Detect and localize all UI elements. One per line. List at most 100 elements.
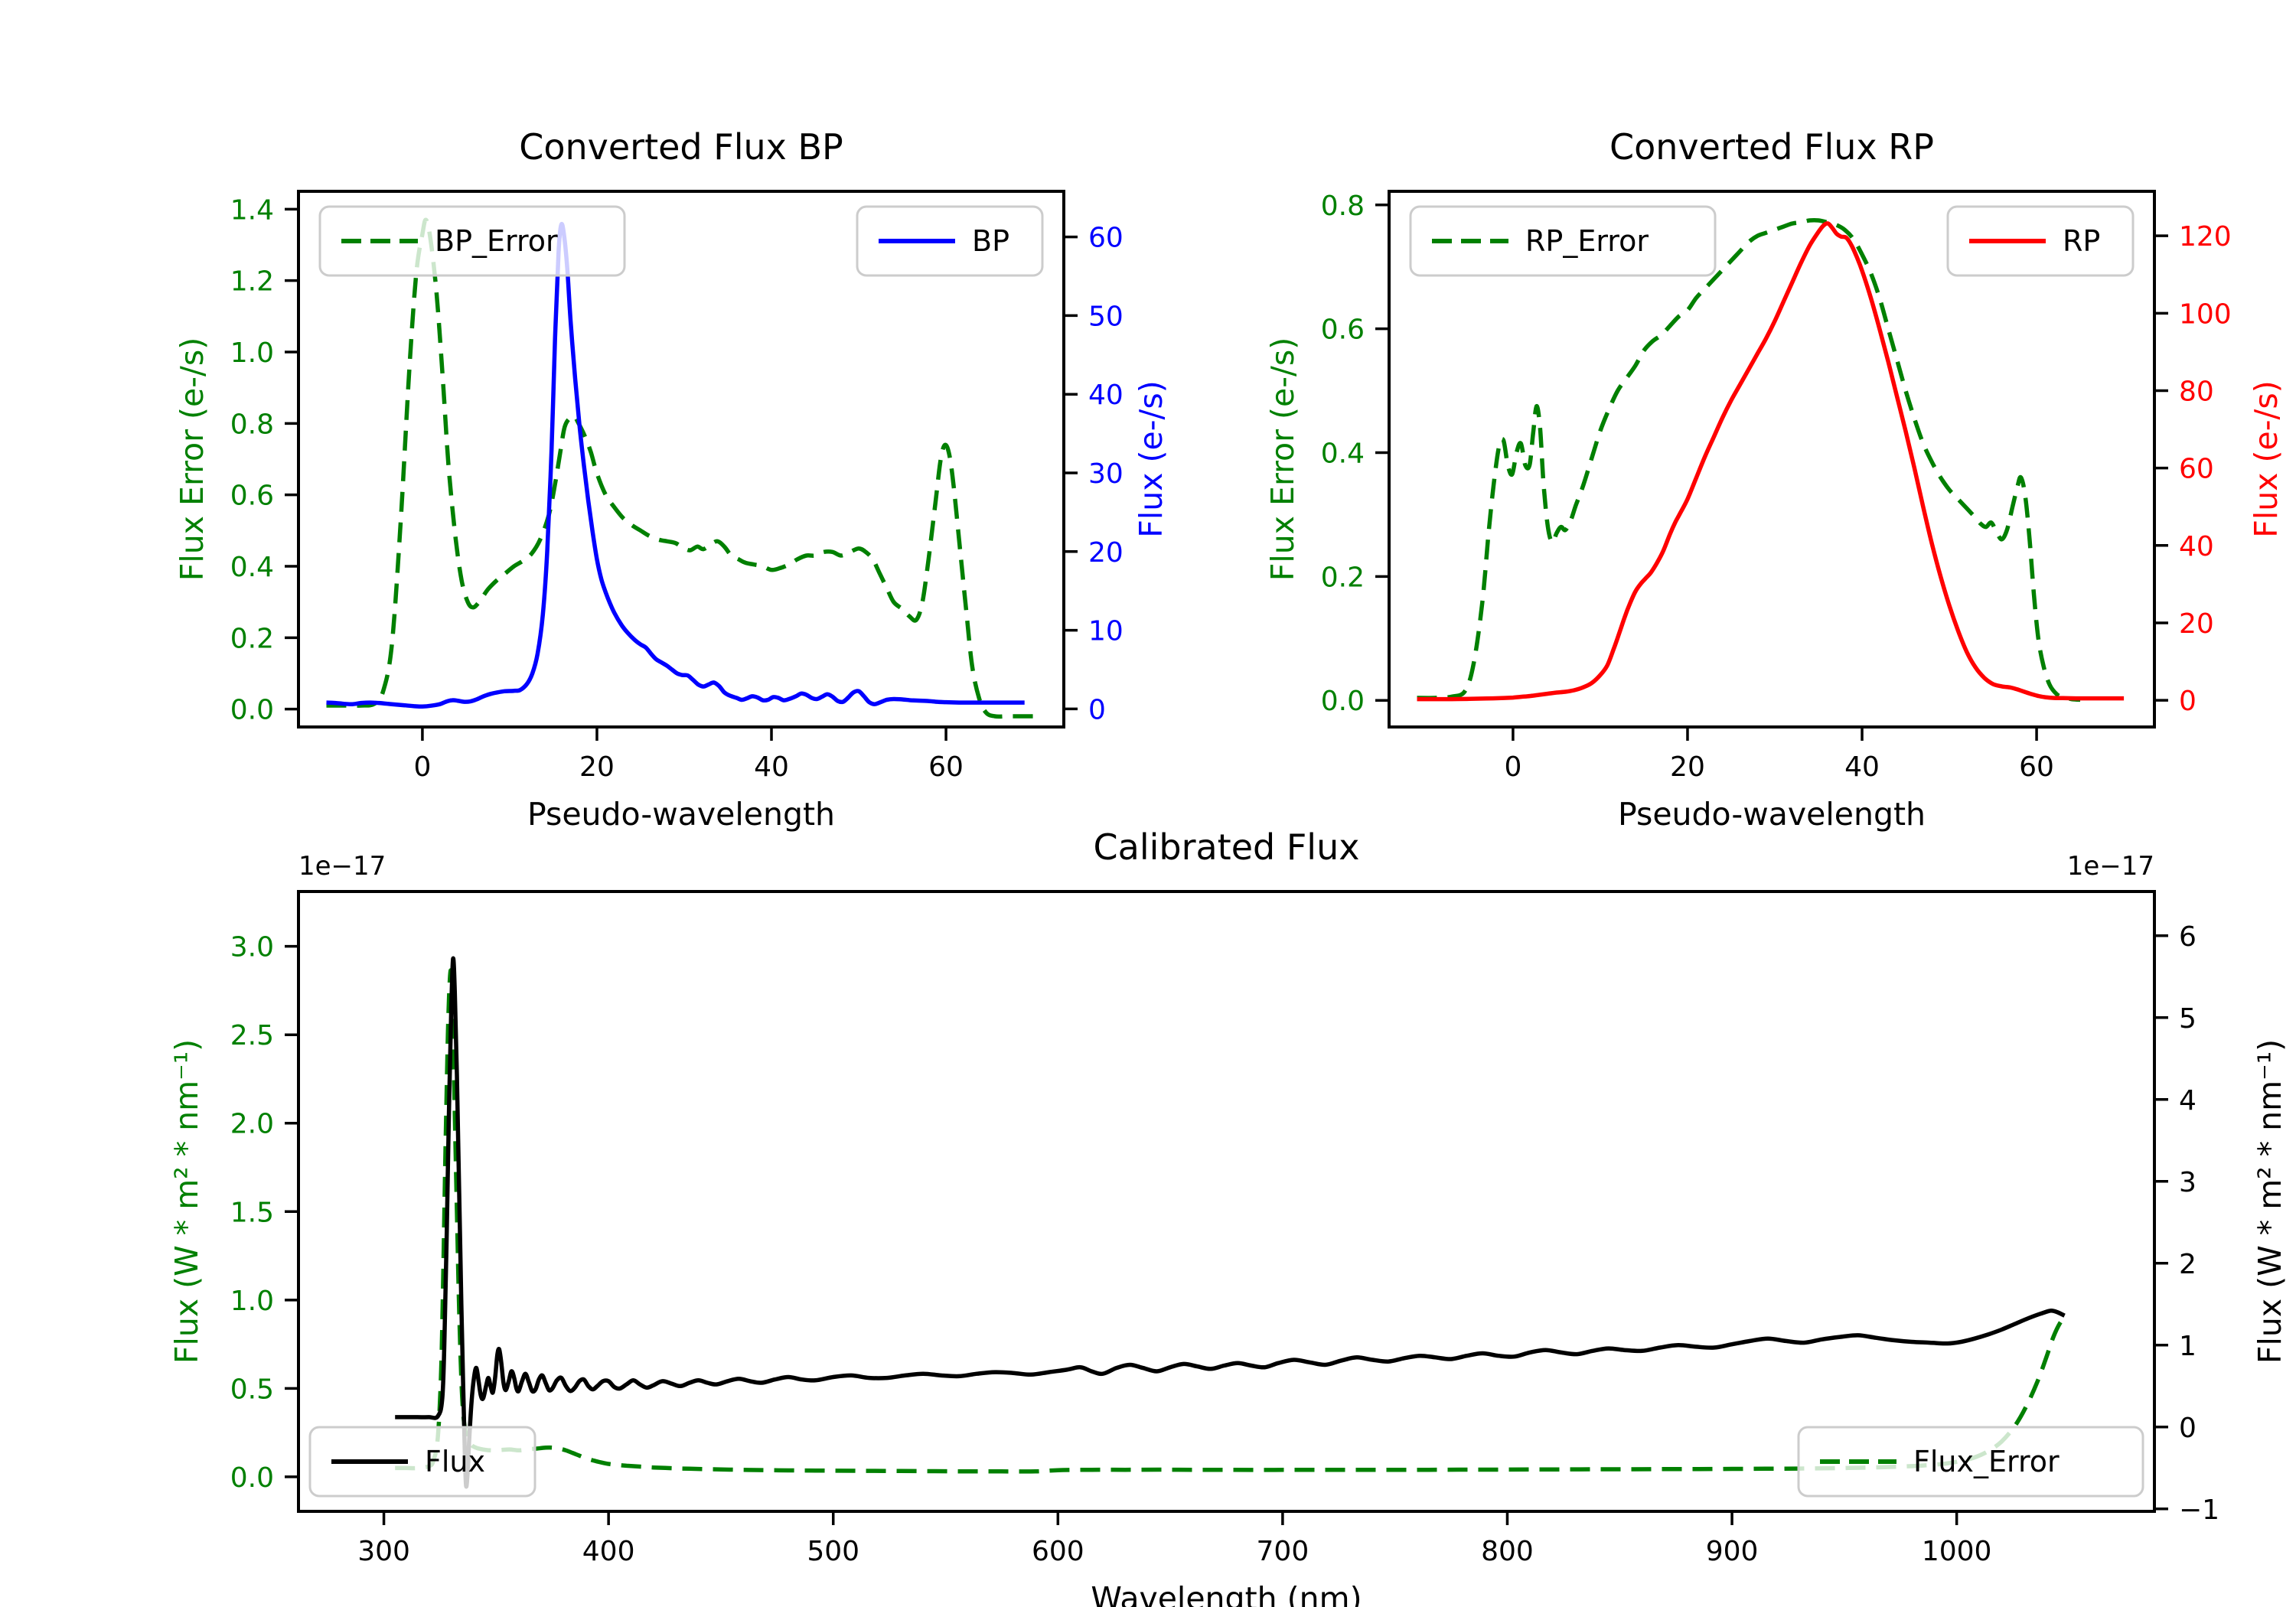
right-tick-label: 10: [1088, 616, 1124, 647]
left-tick-label: 0.2: [1321, 562, 1365, 593]
legend-label: Flux: [425, 1445, 485, 1478]
x-tick-label: 800: [1481, 1536, 1534, 1567]
x-axis-label: Wavelength (nm): [1091, 1580, 1362, 1607]
right-axis-label: Flux (e-/s): [1133, 380, 1169, 537]
legend-RP_Error: RP_Error: [1409, 205, 1717, 277]
x-axis-label: Pseudo-wavelength: [1618, 796, 1926, 833]
legend-Flux_Error: Flux_Error: [1797, 1426, 2144, 1498]
legend-box: [308, 1426, 536, 1498]
left-tick-label: 3.0: [230, 932, 274, 963]
chart-title: Calibrated Flux: [1094, 826, 1360, 868]
right-tick-label: 6: [2179, 921, 2197, 953]
right-tick-label: 50: [1088, 301, 1124, 332]
curve-BP: [326, 221, 1025, 709]
x-tick-label: 60: [2019, 751, 2054, 783]
right-tick-label: 40: [1088, 380, 1124, 411]
x-tick-label: 20: [1670, 751, 1705, 783]
right-tick-label: 20: [1088, 537, 1124, 569]
axes-frame: [1388, 190, 2156, 729]
right-offset-text: 1e−17: [2067, 851, 2154, 882]
left-tick-label: 2.5: [230, 1020, 274, 1051]
left-tick-label: 0.2: [230, 623, 274, 654]
legend-label: BP: [972, 224, 1009, 258]
left-tick-label: 0.4: [230, 552, 274, 583]
left-tick-label: 1.5: [230, 1197, 274, 1228]
x-tick-label: 400: [582, 1536, 635, 1567]
right-tick-label: 5: [2179, 1003, 2197, 1035]
right-tick-label: 20: [2179, 608, 2214, 640]
right-tick-label: −1: [2179, 1495, 2219, 1526]
left-tick-label: 1.2: [230, 266, 274, 298]
left-tick-label: 0.8: [230, 409, 274, 440]
left-axis-label: Flux (W * m² * nm⁻¹): [168, 1039, 205, 1364]
right-tick-label: 0: [1088, 694, 1106, 725]
right-axis-label: Flux (e-/s): [2248, 380, 2285, 537]
curve-RP_Error: [1417, 217, 2081, 702]
right-tick-label: 3: [2179, 1167, 2197, 1198]
left-axis-label: Flux Error (e-/s): [174, 337, 210, 581]
right-tick-label: 60: [1088, 223, 1124, 254]
x-tick-label: 600: [1032, 1536, 1084, 1567]
curve-Flux: [395, 956, 2066, 1489]
right-tick-label: 0: [2179, 1413, 2197, 1444]
left-tick-label: 0.0: [230, 1462, 274, 1494]
right-tick-label: 0: [2179, 686, 2197, 717]
x-tick-label: 40: [754, 751, 789, 783]
x-tick-label: 1000: [1922, 1536, 1992, 1567]
chart-rp: 0 20 40 60 Pseudo-wavelength 0.0 0.2 0.4 0.6 0.8 F…: [1264, 126, 2285, 833]
axes-frame: [297, 190, 1065, 729]
right-tick-label: 1: [2179, 1331, 2197, 1362]
x-tick-label: 60: [928, 751, 964, 783]
legend-box: [318, 205, 626, 277]
legend-label: RP_Error: [1525, 224, 1649, 258]
left-tick-label: 0.0: [230, 695, 274, 726]
left-tick-label: 0.8: [1321, 191, 1365, 222]
plot-area: [1417, 217, 2125, 702]
legend-box: [1409, 205, 1717, 277]
left-tick-label: 2.0: [230, 1109, 274, 1140]
right-tick-label: 80: [2179, 376, 2214, 407]
chart-bp: 0 20 40 60 Pseudo-wavelength 0.0 0.2 0.4 0.6 0.8 1…: [174, 126, 1169, 833]
left-tick-label: 0.0: [1321, 686, 1365, 717]
x-tick-label: 0: [413, 751, 431, 783]
left-tick-label: 0.5: [230, 1374, 274, 1405]
legend-RP: RP: [1946, 205, 2135, 277]
legend-box: [1797, 1426, 2144, 1498]
chart-cal: 300 400 500 600 700 800 900 1000 Wavelength (nm)…: [168, 826, 2288, 1607]
left-axis-label: Flux Error (e-/s): [1264, 337, 1301, 581]
legend-label: RP: [2063, 224, 2100, 258]
left-tick-label: 1.0: [230, 1286, 274, 1317]
chart-title: Converted Flux RP: [1609, 126, 1934, 168]
x-tick-label: 500: [807, 1536, 859, 1567]
right-tick-label: 2: [2179, 1249, 2197, 1280]
left-offset-text: 1e−17: [298, 851, 386, 882]
legend-label: Flux_Error: [1913, 1445, 2060, 1478]
plot-area: [326, 217, 1034, 719]
left-tick-label: 0.4: [1321, 438, 1365, 470]
right-tick-label: 4: [2179, 1085, 2197, 1116]
right-tick-label: 120: [2179, 221, 2232, 253]
left-tick-label: 0.6: [1321, 315, 1365, 346]
curve-BP_Error: [326, 217, 1034, 719]
legend-BP_Error: BP_Error: [318, 205, 626, 277]
legend-label: BP_Error: [435, 224, 558, 258]
right-tick-label: 40: [2179, 531, 2214, 562]
x-tick-label: 20: [579, 751, 615, 783]
right-tick-label: 100: [2179, 298, 2232, 330]
left-tick-label: 1.4: [230, 194, 274, 226]
x-tick-label: 0: [1504, 751, 1521, 783]
x-tick-label: 40: [1844, 751, 1880, 783]
legend-BP: BP: [856, 205, 1044, 277]
left-tick-label: 0.6: [230, 481, 274, 512]
x-tick-label: 300: [357, 1536, 410, 1567]
x-tick-label: 700: [1257, 1536, 1309, 1567]
right-tick-label: 30: [1088, 458, 1124, 490]
legend-Flux: Flux: [308, 1426, 536, 1498]
chart-title: Converted Flux BP: [519, 126, 843, 168]
right-tick-label: 60: [2179, 454, 2214, 485]
x-axis-label: Pseudo-wavelength: [527, 796, 835, 833]
axes-frame: [297, 890, 2156, 1513]
right-axis-label: Flux (W * m² * nm⁻¹): [2252, 1039, 2288, 1364]
